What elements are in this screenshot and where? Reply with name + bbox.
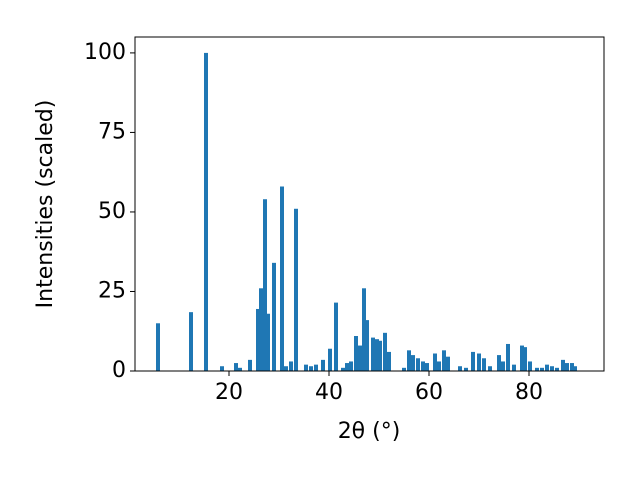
bar xyxy=(345,363,349,371)
bar xyxy=(289,361,293,371)
bar xyxy=(446,356,450,371)
bar xyxy=(294,208,298,371)
plot-frame xyxy=(134,36,605,372)
bar xyxy=(442,350,446,371)
x-tick-label: 60 xyxy=(415,380,443,405)
bar xyxy=(272,262,276,371)
bar xyxy=(341,367,345,371)
bar xyxy=(284,366,288,371)
bar xyxy=(506,343,510,371)
bar xyxy=(256,308,260,371)
bar xyxy=(458,366,462,371)
bar xyxy=(535,367,539,371)
bar xyxy=(512,364,516,371)
bar xyxy=(387,351,391,371)
bar xyxy=(520,345,524,371)
bar xyxy=(570,363,574,371)
bar xyxy=(349,361,353,371)
bar xyxy=(204,52,208,372)
x-tick-label: 20 xyxy=(215,380,243,405)
bar xyxy=(362,288,366,371)
bar xyxy=(416,358,420,371)
bar xyxy=(561,359,565,371)
bar xyxy=(156,323,160,371)
bar xyxy=(378,340,382,371)
y-tick-label: 25 xyxy=(98,278,126,303)
bar xyxy=(402,367,406,371)
bar xyxy=(304,364,308,371)
bar xyxy=(220,366,224,371)
bar xyxy=(266,313,270,371)
bar xyxy=(371,337,375,371)
bar xyxy=(375,339,379,371)
bar xyxy=(528,361,532,371)
bar xyxy=(477,353,481,371)
bar xyxy=(555,367,559,371)
bar xyxy=(523,347,527,371)
bar xyxy=(464,367,468,371)
bar xyxy=(280,186,284,371)
bar xyxy=(383,332,387,371)
y-axis-label: Intensities (scaled) xyxy=(33,100,58,309)
bar xyxy=(328,348,332,371)
y-tick-label: 100 xyxy=(84,40,126,65)
bar xyxy=(238,367,242,371)
bar xyxy=(471,351,475,371)
y-tick-label: 50 xyxy=(98,199,126,224)
bar xyxy=(189,312,193,371)
bar xyxy=(248,359,252,371)
bar xyxy=(550,366,554,371)
y-tick-label: 75 xyxy=(98,119,126,144)
bar xyxy=(334,302,338,371)
x-tick-label: 40 xyxy=(315,380,343,405)
bar xyxy=(501,361,505,371)
y-tick-label: 0 xyxy=(112,358,126,383)
bar xyxy=(314,364,318,371)
bar xyxy=(497,355,501,371)
bar xyxy=(309,366,313,371)
bar xyxy=(263,199,267,371)
bar xyxy=(482,358,486,371)
bar xyxy=(437,361,441,371)
x-axis-label: 2θ (°) xyxy=(338,419,401,444)
bar xyxy=(358,345,362,371)
bar xyxy=(565,363,569,371)
bar xyxy=(234,363,238,371)
bar xyxy=(407,350,411,371)
bar xyxy=(488,366,492,371)
bar xyxy=(421,361,425,371)
bar xyxy=(321,359,325,371)
bar xyxy=(540,367,544,371)
bar xyxy=(365,320,369,371)
bar xyxy=(354,336,358,371)
bar xyxy=(545,364,549,371)
bar xyxy=(259,288,263,371)
bar xyxy=(433,353,437,371)
bar xyxy=(425,363,429,371)
bar xyxy=(411,355,415,371)
x-tick-label: 80 xyxy=(515,380,543,405)
bar xyxy=(573,366,577,371)
